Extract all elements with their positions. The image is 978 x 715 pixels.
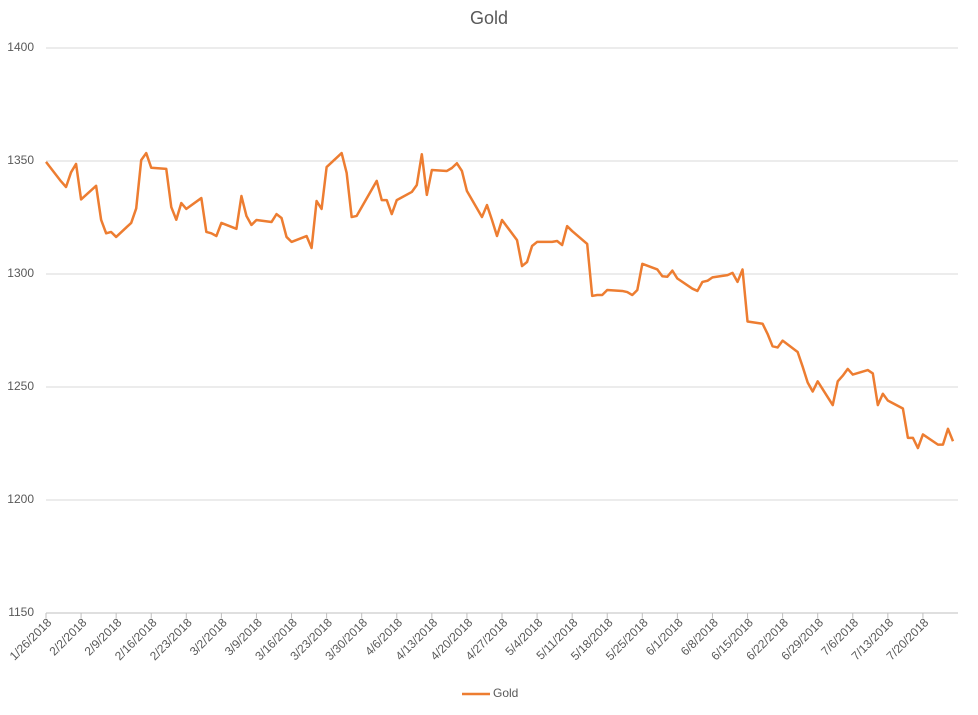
line — [45, 151, 955, 450]
y-tick-label: 1200 — [7, 492, 34, 506]
y-tick-label: 1300 — [7, 266, 34, 280]
chart-title: Gold — [470, 8, 508, 28]
y-tick-label: 1400 — [7, 40, 34, 54]
y-tick-label: 1350 — [7, 153, 34, 167]
y-tick-label: 1250 — [7, 379, 34, 393]
legend-label: Gold — [493, 686, 518, 700]
y-tick-label: 1150 — [8, 605, 34, 619]
